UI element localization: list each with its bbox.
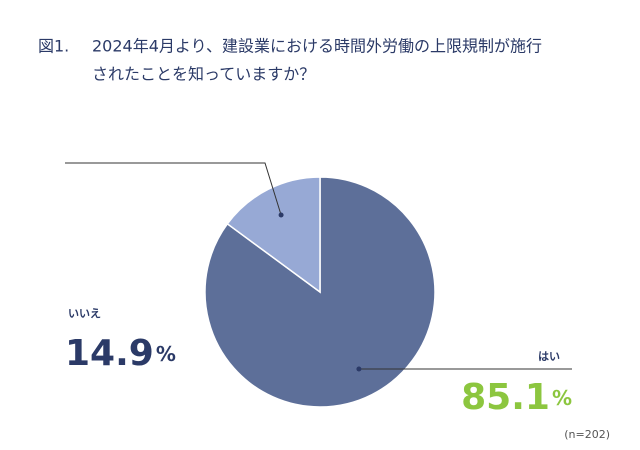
chart-title: 2024年4月より、建設業における時間外労働の上限規制が施行: [92, 37, 542, 56]
leader-dot: [278, 212, 284, 218]
pie-slice: [204, 176, 436, 408]
leader-dot: [356, 366, 362, 372]
labels: はい 85.1 % いいえ 14.9%: [65, 162, 572, 418]
value-label: 14.9%: [65, 333, 176, 374]
figure-label: 図1.: [38, 37, 69, 56]
value-unit: %: [156, 342, 176, 366]
pie: [204, 176, 436, 408]
value-number: 85.1: [461, 377, 550, 418]
value-label: 85.1%: [461, 377, 572, 418]
value-number: 14.9: [65, 333, 154, 374]
category-label: はい: [538, 350, 560, 363]
pie-slice: [226, 176, 321, 294]
sample-note: (n=202): [564, 428, 610, 441]
leader-line: [65, 162, 282, 216]
chart-title: されたことを知っていますか？: [92, 65, 315, 84]
category-label: いいえ: [68, 307, 101, 320]
value-unit: %: [552, 385, 572, 409]
